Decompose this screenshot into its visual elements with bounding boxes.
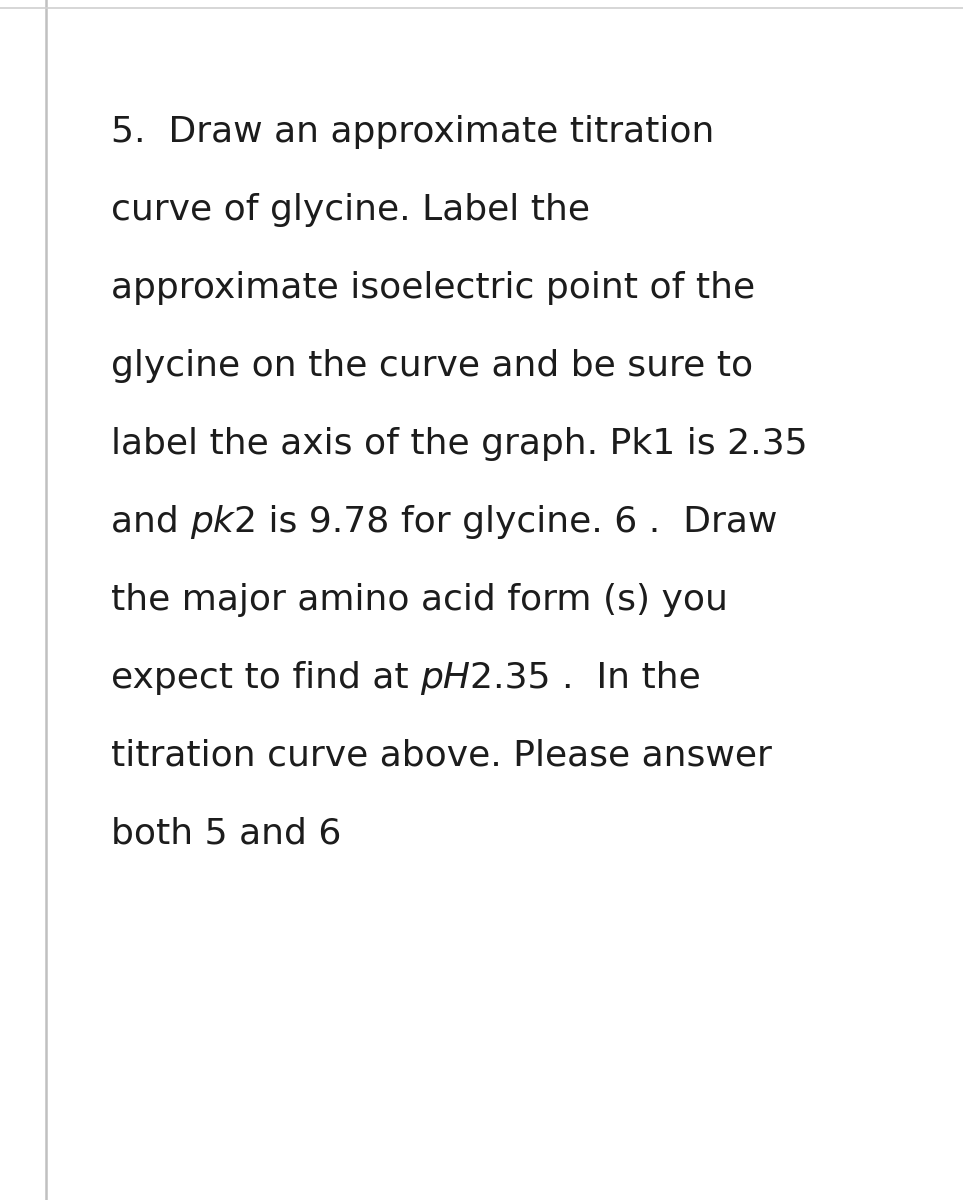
Text: and: and (111, 505, 190, 539)
Text: 2 is 9.78 for glycine. 6 .  Draw: 2 is 9.78 for glycine. 6 . Draw (234, 505, 777, 539)
Text: 5.  Draw an approximate titration: 5. Draw an approximate titration (111, 115, 715, 149)
Text: pH: pH (420, 661, 470, 695)
Text: pk: pk (190, 505, 234, 539)
Text: the major amino acid form (s) you: the major amino acid form (s) you (111, 583, 728, 617)
Text: approximate isoelectric point of the: approximate isoelectric point of the (111, 271, 755, 305)
Text: expect to find at: expect to find at (111, 661, 420, 695)
Text: curve of glycine. Label the: curve of glycine. Label the (111, 193, 589, 227)
Text: both 5 and 6: both 5 and 6 (111, 817, 341, 851)
Text: label the axis of the graph. Pk1 is 2.35: label the axis of the graph. Pk1 is 2.35 (111, 427, 807, 461)
Text: titration curve above. Please answer: titration curve above. Please answer (111, 739, 771, 773)
Text: 2.35 .  In the: 2.35 . In the (470, 661, 701, 695)
Text: glycine on the curve and be sure to: glycine on the curve and be sure to (111, 349, 753, 383)
